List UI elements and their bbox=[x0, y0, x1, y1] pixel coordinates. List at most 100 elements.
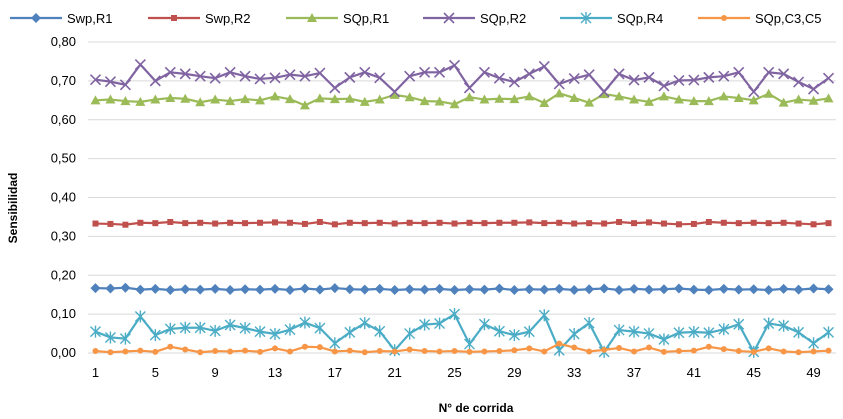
data-point bbox=[658, 80, 670, 92]
data-point bbox=[451, 348, 458, 355]
data-point bbox=[586, 220, 593, 227]
data-point bbox=[149, 75, 161, 87]
y-tick-label: 0,00 bbox=[51, 345, 76, 360]
data-point bbox=[167, 218, 174, 225]
data-point bbox=[583, 317, 595, 330]
data-point bbox=[718, 70, 730, 82]
data-point bbox=[644, 96, 654, 106]
data-point bbox=[793, 94, 804, 104]
data-point bbox=[673, 94, 684, 104]
data-point bbox=[449, 99, 460, 109]
data-point bbox=[629, 94, 640, 104]
x-tick-label: 21 bbox=[387, 365, 401, 380]
data-point bbox=[180, 93, 191, 103]
data-point bbox=[344, 326, 356, 339]
data-point bbox=[344, 284, 355, 295]
data-point bbox=[269, 327, 281, 340]
data-point bbox=[272, 345, 278, 352]
data-point bbox=[568, 327, 580, 340]
data-point bbox=[389, 86, 401, 98]
data-point bbox=[179, 321, 191, 334]
data-point bbox=[478, 66, 491, 78]
data-point bbox=[419, 96, 430, 106]
data-point bbox=[301, 343, 308, 350]
data-point bbox=[331, 348, 338, 355]
data-point bbox=[299, 70, 311, 82]
data-point bbox=[299, 316, 311, 329]
data-point bbox=[434, 96, 445, 106]
data-point bbox=[164, 322, 176, 335]
data-point bbox=[92, 348, 99, 355]
series-sqp-r4 bbox=[89, 308, 835, 358]
data-point bbox=[421, 348, 428, 355]
data-point bbox=[299, 100, 310, 110]
data-point bbox=[242, 347, 249, 354]
data-point bbox=[209, 72, 221, 84]
data-point bbox=[314, 322, 326, 335]
data-point bbox=[658, 91, 669, 101]
data-point bbox=[823, 284, 834, 295]
data-point bbox=[583, 69, 595, 81]
data-point bbox=[494, 283, 505, 294]
data-point bbox=[644, 284, 654, 295]
data-point bbox=[524, 91, 535, 101]
data-point bbox=[449, 285, 460, 296]
data-point bbox=[89, 74, 102, 86]
chart-gridlines bbox=[88, 41, 836, 354]
data-point bbox=[227, 219, 234, 226]
data-point bbox=[152, 348, 159, 355]
y-tick-label: 0,40 bbox=[51, 190, 76, 205]
data-point bbox=[286, 219, 293, 226]
data-point bbox=[120, 282, 131, 293]
data-point bbox=[613, 324, 625, 337]
data-point bbox=[149, 329, 161, 342]
data-point bbox=[646, 219, 652, 226]
x-tick-label: 37 bbox=[627, 365, 641, 380]
data-point bbox=[763, 285, 774, 296]
series-line bbox=[95, 313, 830, 353]
data-point bbox=[286, 348, 293, 355]
data-point bbox=[601, 220, 608, 227]
data-point bbox=[104, 331, 116, 344]
x-tick-label: 13 bbox=[268, 365, 282, 380]
data-point bbox=[765, 345, 772, 352]
data-point bbox=[748, 95, 759, 105]
data-point bbox=[105, 94, 116, 104]
data-point bbox=[807, 83, 820, 95]
data-point bbox=[359, 317, 371, 330]
data-point bbox=[554, 88, 565, 98]
data-point bbox=[703, 96, 714, 106]
data-point bbox=[720, 219, 727, 226]
data-point bbox=[92, 220, 99, 227]
data-point bbox=[793, 76, 805, 88]
data-point bbox=[165, 285, 176, 296]
data-point bbox=[419, 284, 430, 295]
data-point bbox=[554, 283, 565, 294]
data-point bbox=[197, 219, 204, 226]
data-point bbox=[541, 348, 548, 355]
series-sqp-r2 bbox=[89, 58, 835, 98]
x-tick-label: 17 bbox=[328, 365, 342, 380]
data-point bbox=[660, 220, 667, 227]
data-point bbox=[479, 284, 490, 295]
data-point bbox=[735, 348, 742, 355]
legend-marker bbox=[443, 12, 455, 24]
data-point bbox=[466, 219, 473, 226]
x-tick-label: 25 bbox=[447, 365, 461, 380]
data-point bbox=[524, 284, 535, 295]
data-point bbox=[135, 96, 146, 106]
legend-marker bbox=[171, 15, 177, 21]
data-point bbox=[257, 348, 264, 355]
data-point bbox=[329, 337, 341, 350]
data-point bbox=[314, 67, 326, 79]
data-point bbox=[556, 340, 563, 347]
data-point bbox=[795, 220, 802, 227]
data-point bbox=[404, 92, 415, 102]
data-point bbox=[451, 220, 458, 227]
data-point bbox=[404, 284, 415, 295]
data-point bbox=[643, 71, 655, 83]
series-swp-r1 bbox=[90, 282, 834, 296]
x-tick-label: 29 bbox=[507, 365, 521, 380]
data-point bbox=[673, 283, 684, 294]
data-point bbox=[137, 347, 144, 354]
